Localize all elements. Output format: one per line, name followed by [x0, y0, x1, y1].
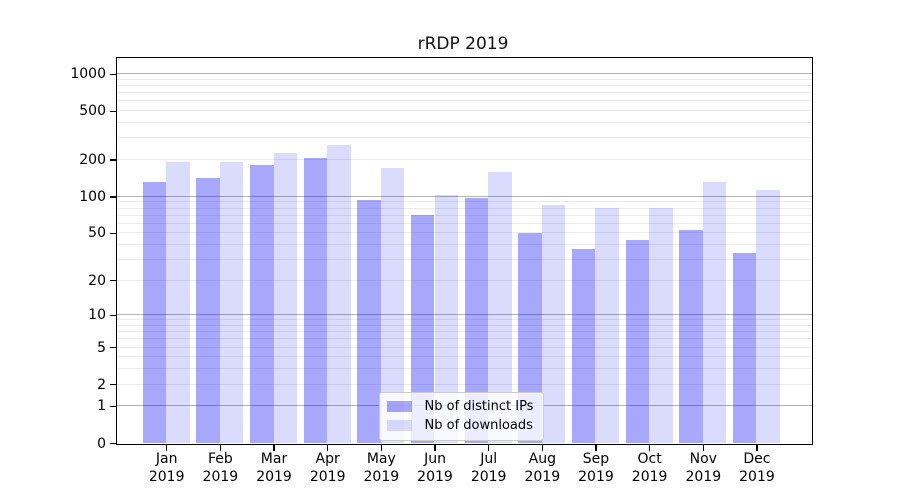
bar-distinct-ips-aug — [518, 232, 542, 443]
gridline-minor — [116, 137, 812, 139]
bar-distinct-ips-jun — [410, 215, 435, 443]
y-tick-label: 5 — [97, 339, 106, 356]
bar-downloads-aug — [541, 204, 566, 443]
bar-distinct-ips-apr — [303, 158, 328, 443]
x-tick-mark — [648, 445, 651, 451]
y-tick-label: 20 — [88, 272, 106, 289]
bar-downloads-apr — [327, 144, 351, 443]
y-tick-label: 50 — [88, 225, 106, 242]
x-tick-mark — [219, 445, 222, 451]
bar-downloads-oct — [649, 208, 673, 443]
x-tick-mark — [380, 445, 383, 451]
gridline-minor — [116, 100, 812, 102]
y-tick-label: 10 — [88, 307, 106, 324]
bar-distinct-ips-may — [357, 200, 381, 443]
x-tick-label: May 2019 — [363, 451, 400, 485]
bar-distinct-ips-mar — [249, 164, 274, 443]
plot-area: Nb of distinct IPs Nb of downloads — [115, 56, 813, 445]
bar-distinct-ips-dec — [732, 252, 757, 443]
bar-downloads-may — [380, 167, 405, 443]
y-tick-mark — [110, 159, 116, 161]
x-tick-label: Sep 2019 — [578, 451, 614, 485]
bar-distinct-ips-sep — [571, 248, 596, 443]
y-tick-mark — [110, 232, 116, 235]
gridline-minor — [116, 78, 812, 80]
y-tick-mark — [110, 110, 116, 112]
bar-downloads-jan — [166, 162, 190, 443]
legend-label-distinct-ips: Nb of distinct IPs — [424, 398, 534, 414]
y-tick-mark — [110, 196, 116, 198]
x-tick-mark — [756, 445, 758, 451]
bar-distinct-ips-oct — [625, 239, 650, 443]
y-tick-label: 1 — [97, 398, 106, 415]
bar-distinct-ips-nov — [679, 229, 703, 443]
legend-label-downloads: Nb of downloads — [424, 417, 533, 433]
y-tick-mark — [110, 73, 116, 75]
x-tick-label: Mar 2019 — [256, 451, 292, 485]
gridline-major — [116, 73, 812, 75]
bar-distinct-ips-feb — [196, 178, 220, 443]
x-tick-label: Aug 2019 — [524, 451, 561, 485]
chart-title: rRDP 2019 — [417, 34, 509, 54]
y-tick-mark — [110, 314, 116, 317]
bar-downloads-mar — [273, 152, 298, 443]
x-tick-mark — [434, 445, 436, 451]
y-tick-mark — [110, 280, 116, 282]
gridline-minor — [116, 110, 812, 112]
x-tick-mark — [166, 445, 168, 451]
gridline-minor — [116, 85, 812, 87]
y-tick-mark — [110, 442, 116, 445]
bar-downloads-jun — [434, 194, 459, 443]
y-tick-label: 500 — [79, 103, 106, 120]
x-tick-label: Feb 2019 — [202, 451, 239, 485]
gridline-minor — [116, 92, 812, 94]
x-tick-mark — [326, 445, 329, 451]
y-tick-mark — [110, 347, 116, 349]
bar-downloads-feb — [219, 162, 244, 443]
x-tick-mark — [541, 445, 543, 451]
legend-item-downloads: Nb of downloads — [386, 417, 534, 433]
x-tick-mark — [595, 445, 597, 451]
bar-distinct-ips-jan — [142, 182, 167, 443]
bar-downloads-nov — [702, 182, 727, 443]
x-tick-label: Jul 2019 — [470, 451, 507, 485]
y-tick-label: 0 — [97, 435, 106, 452]
y-tick-label: 2 — [97, 376, 106, 393]
legend: Nb of distinct IPs Nb of downloads — [378, 391, 545, 441]
legend-item-distinct-ips: Nb of distinct IPs — [386, 398, 534, 414]
bar-distinct-ips-jul — [464, 197, 489, 443]
y-tick-label: 200 — [79, 152, 106, 169]
x-tick-label: Nov 2019 — [685, 451, 722, 485]
x-tick-label: Jan 2019 — [148, 451, 185, 485]
x-tick-mark — [702, 445, 704, 451]
bar-downloads-jul — [488, 172, 512, 443]
legend-swatch-distinct-ips-icon — [386, 401, 412, 412]
y-tick-mark — [110, 384, 116, 386]
x-tick-label: Oct 2019 — [631, 451, 668, 485]
x-tick-label: Dec 2019 — [739, 451, 775, 485]
x-tick-label: Apr 2019 — [309, 451, 346, 485]
y-tick-mark — [110, 405, 116, 408]
gridline-minor — [116, 122, 812, 124]
bar-downloads-dec — [756, 190, 781, 443]
y-tick-label: 100 — [79, 188, 106, 205]
x-tick-mark — [273, 445, 275, 451]
gridline-minor — [116, 159, 812, 161]
x-tick-label: Jun 2019 — [417, 451, 453, 485]
x-tick-mark — [487, 445, 490, 451]
y-tick-label: 1000 — [70, 66, 106, 83]
legend-swatch-downloads-icon — [386, 420, 412, 431]
bar-downloads-sep — [595, 208, 620, 443]
